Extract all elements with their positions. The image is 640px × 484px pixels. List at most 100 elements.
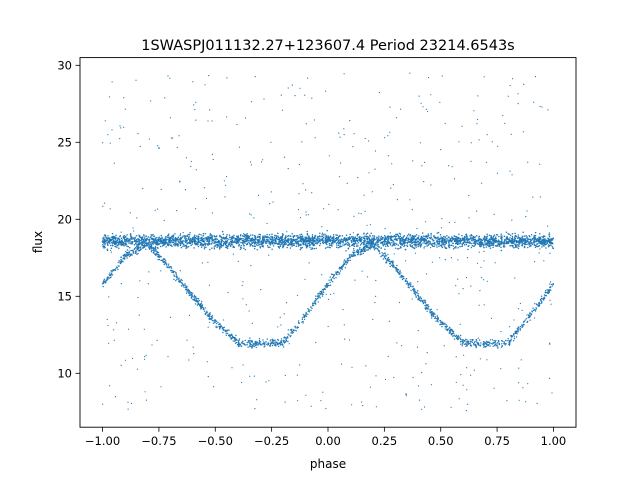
data-point — [533, 242, 535, 244]
data-point — [372, 246, 374, 248]
data-point — [117, 261, 120, 264]
data-point — [413, 247, 416, 250]
data-point — [295, 241, 297, 244]
data-point — [370, 244, 373, 246]
data-point — [452, 335, 454, 337]
data-point — [531, 310, 533, 312]
data-point — [205, 237, 208, 239]
data-point — [187, 246, 190, 248]
data-point — [384, 378, 387, 381]
data-point — [387, 253, 389, 255]
data-point — [269, 244, 272, 246]
data-point — [473, 110, 475, 112]
data-point — [434, 317, 436, 319]
data-point — [245, 243, 248, 246]
data-point — [187, 237, 190, 239]
data-point — [263, 341, 265, 343]
data-point — [316, 241, 318, 244]
data-point — [335, 277, 337, 279]
data-point — [184, 284, 186, 286]
data-point — [471, 339, 473, 341]
data-point — [441, 326, 443, 328]
data-point — [395, 243, 398, 246]
data-point — [214, 320, 216, 322]
data-point — [361, 236, 363, 238]
data-point — [373, 235, 376, 237]
data-point — [494, 345, 496, 347]
data-point — [303, 239, 305, 242]
data-point — [300, 247, 302, 250]
data-point — [213, 246, 215, 248]
data-point — [401, 276, 403, 279]
data-point — [141, 244, 144, 246]
data-point — [313, 302, 315, 304]
data-point — [222, 237, 225, 240]
data-point — [202, 237, 204, 240]
data-point — [295, 239, 297, 242]
data-point — [150, 245, 153, 247]
data-point — [407, 237, 409, 240]
data-point — [247, 346, 249, 348]
data-point — [417, 330, 419, 332]
data-point — [428, 243, 430, 245]
data-point — [236, 241, 238, 244]
data-point — [480, 266, 482, 268]
data-point — [167, 265, 169, 267]
data-point — [311, 234, 314, 236]
data-point — [546, 242, 549, 244]
data-point — [535, 239, 538, 241]
data-point — [155, 249, 157, 252]
data-point — [257, 194, 260, 196]
data-point — [165, 246, 167, 248]
data-point — [272, 339, 274, 341]
data-point — [213, 240, 215, 243]
data-point — [280, 338, 283, 340]
data-point — [154, 248, 156, 250]
data-point — [437, 238, 439, 240]
data-point — [529, 312, 531, 315]
data-point — [370, 232, 372, 235]
data-point — [420, 299, 422, 301]
data-point — [517, 247, 520, 250]
data-point — [494, 341, 496, 343]
data-point — [386, 243, 389, 245]
data-point — [301, 141, 303, 143]
data-point — [314, 240, 316, 243]
data-point — [422, 242, 424, 244]
data-point — [243, 233, 246, 236]
data-point — [349, 245, 351, 248]
data-point — [482, 279, 485, 281]
data-point — [201, 262, 203, 264]
data-point — [492, 345, 494, 347]
data-point — [481, 182, 483, 184]
data-point — [135, 252, 137, 254]
data-point — [319, 297, 321, 299]
data-point — [136, 248, 139, 251]
data-point — [106, 277, 108, 279]
data-point — [136, 253, 138, 256]
data-point — [139, 246, 141, 249]
data-point — [525, 318, 528, 320]
data-point — [488, 341, 491, 344]
data-point — [107, 241, 110, 243]
data-point — [399, 235, 402, 238]
data-point — [169, 266, 171, 268]
data-point — [118, 247, 120, 249]
data-point — [105, 237, 108, 239]
data-point — [214, 244, 216, 247]
data-point — [414, 244, 416, 247]
data-point — [478, 241, 480, 244]
data-point — [126, 234, 128, 236]
data-point — [504, 342, 506, 345]
data-point — [207, 315, 210, 317]
data-point — [520, 240, 522, 243]
data-point — [135, 235, 138, 237]
data-point — [376, 240, 379, 243]
data-point — [380, 235, 383, 238]
data-point — [541, 300, 543, 302]
data-point — [338, 273, 340, 275]
data-point — [274, 341, 276, 344]
data-point — [349, 233, 351, 236]
data-point — [254, 235, 257, 238]
data-point — [409, 285, 411, 287]
